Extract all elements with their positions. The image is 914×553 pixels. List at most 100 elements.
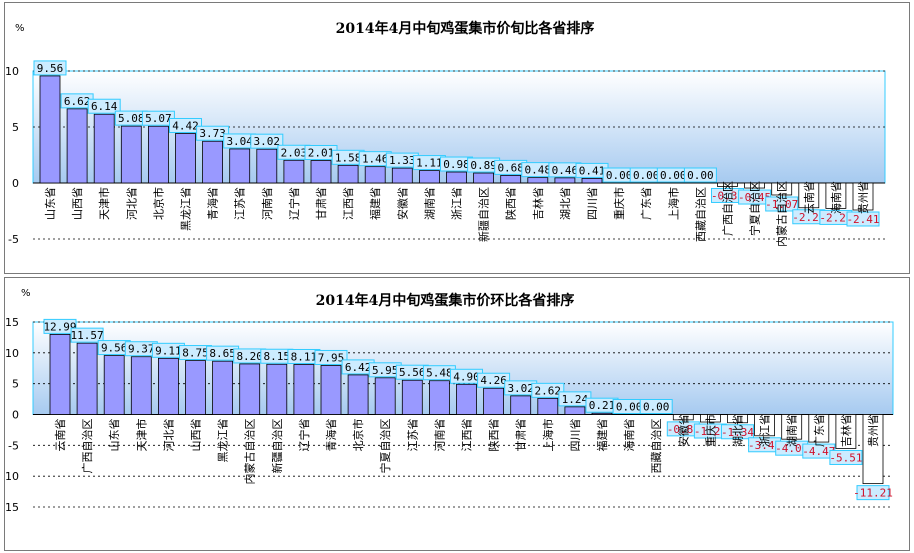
category-label: 江西省	[342, 187, 355, 220]
category-label: 青海省	[206, 187, 220, 220]
category-label: 云南省	[803, 181, 816, 214]
bar	[862, 414, 884, 485]
bar	[202, 140, 224, 184]
category-label: 吉林省	[531, 187, 545, 220]
data-label: 0.00	[643, 401, 670, 414]
category-label: 福建省	[595, 419, 609, 452]
category-label: 贵州省	[867, 414, 880, 447]
category-label: 陕西省	[504, 187, 518, 220]
bar	[527, 177, 549, 184]
bar	[364, 166, 386, 184]
bar	[591, 412, 613, 415]
data-label: 0.98	[443, 158, 470, 171]
y-tick-label: -10	[5, 470, 19, 483]
data-label-box	[846, 211, 880, 227]
data-label: 5.07	[145, 112, 172, 125]
bar	[374, 377, 396, 415]
category-label: 广东省	[640, 187, 653, 220]
data-label: 12.99	[43, 320, 76, 333]
data-label: 3.02	[254, 135, 281, 148]
category-label: 山西省	[190, 419, 203, 452]
bar	[446, 171, 467, 184]
bar	[76, 342, 98, 415]
bar	[473, 172, 495, 184]
data-label: 4.26	[480, 374, 507, 387]
bar	[49, 333, 71, 415]
bar	[852, 182, 874, 211]
category-label: 福建省	[368, 187, 382, 220]
bar	[229, 148, 251, 184]
data-label: 11.57	[71, 329, 104, 342]
bar	[798, 182, 820, 209]
data-label-box	[721, 424, 754, 440]
data-label: 4.42	[172, 119, 199, 132]
data-label: 0.00	[660, 169, 687, 182]
bar	[266, 363, 288, 415]
data-label: 3.02	[507, 382, 534, 395]
category-label: 江苏省	[406, 419, 419, 452]
category-label: 四川省	[569, 419, 582, 452]
data-label: 0.41	[579, 164, 606, 177]
data-label: 1.33	[389, 154, 416, 167]
chart-huanbi: 2014年4月中旬鸡蛋集市价环比各省排序 % 15 10 5 0 -5 -10 -15 12.…	[5, 288, 894, 514]
bar	[120, 125, 142, 184]
y-axis-unit: %	[21, 288, 31, 299]
category-label: 江西省	[461, 419, 474, 452]
data-label-box	[829, 449, 863, 465]
bar	[93, 113, 115, 184]
data-label: -4.47	[802, 445, 835, 458]
bar	[391, 167, 413, 184]
data-label: 0.00	[687, 169, 714, 182]
category-label: 天津市	[97, 187, 111, 220]
data-label: 5.56	[399, 366, 426, 379]
bar	[727, 414, 748, 424]
data-label: -3.45	[748, 439, 781, 452]
category-label: 上海市	[666, 187, 680, 220]
bar	[537, 397, 559, 415]
data-label: -0.45	[738, 191, 771, 204]
data-label-box	[856, 485, 890, 501]
data-label: 3.73	[199, 127, 226, 140]
category-label: 河北省	[125, 187, 138, 220]
bar	[835, 414, 857, 449]
y-tick-label: 15	[5, 316, 19, 329]
data-label-box	[169, 117, 202, 133]
data-label: 6.42	[345, 361, 372, 374]
data-label: 6.62	[64, 95, 91, 108]
bar	[744, 182, 765, 189]
bar	[500, 174, 522, 184]
category-label: 甘肃省	[315, 187, 328, 220]
category-label: 云南省	[54, 419, 67, 452]
data-label: -5.51	[829, 451, 862, 464]
category-label: 浙江省	[451, 187, 464, 220]
bar	[320, 365, 342, 415]
category-label: 湖北省	[559, 187, 572, 220]
bar	[337, 164, 359, 184]
bar	[808, 414, 830, 443]
bar	[554, 177, 576, 184]
data-label: 0.00	[616, 401, 643, 414]
category-label: 四川省	[586, 187, 599, 220]
y-tick-label: 5	[12, 121, 19, 134]
bar	[672, 414, 694, 421]
category-label: 广西自治区	[721, 181, 735, 236]
y-tick-label: 10	[5, 347, 19, 360]
y-axis-unit: %	[15, 23, 25, 34]
data-label: 1.24	[562, 393, 589, 406]
y-tick-label: 5	[12, 378, 19, 391]
data-label: 0.48	[525, 164, 552, 177]
data-label: 9.56	[37, 62, 64, 75]
category-label: 甘肃省	[515, 419, 528, 452]
bar	[130, 356, 152, 415]
data-label-box	[765, 196, 799, 212]
y-tick-label: 0	[12, 177, 19, 190]
category-label: 辽宁省	[297, 419, 311, 452]
data-label: -2.27	[819, 211, 852, 224]
chart-xunbi: 2014年4月中旬鸡蛋集市价旬比各省排序 % 10 5 0 -5 9.56 山东省 6.62…	[5, 20, 886, 247]
bar	[754, 414, 775, 437]
bar	[456, 383, 477, 415]
category-label: 重庆市	[703, 414, 717, 447]
bar	[418, 170, 440, 184]
data-label: 8.11	[291, 350, 318, 363]
data-label-box	[33, 60, 67, 76]
